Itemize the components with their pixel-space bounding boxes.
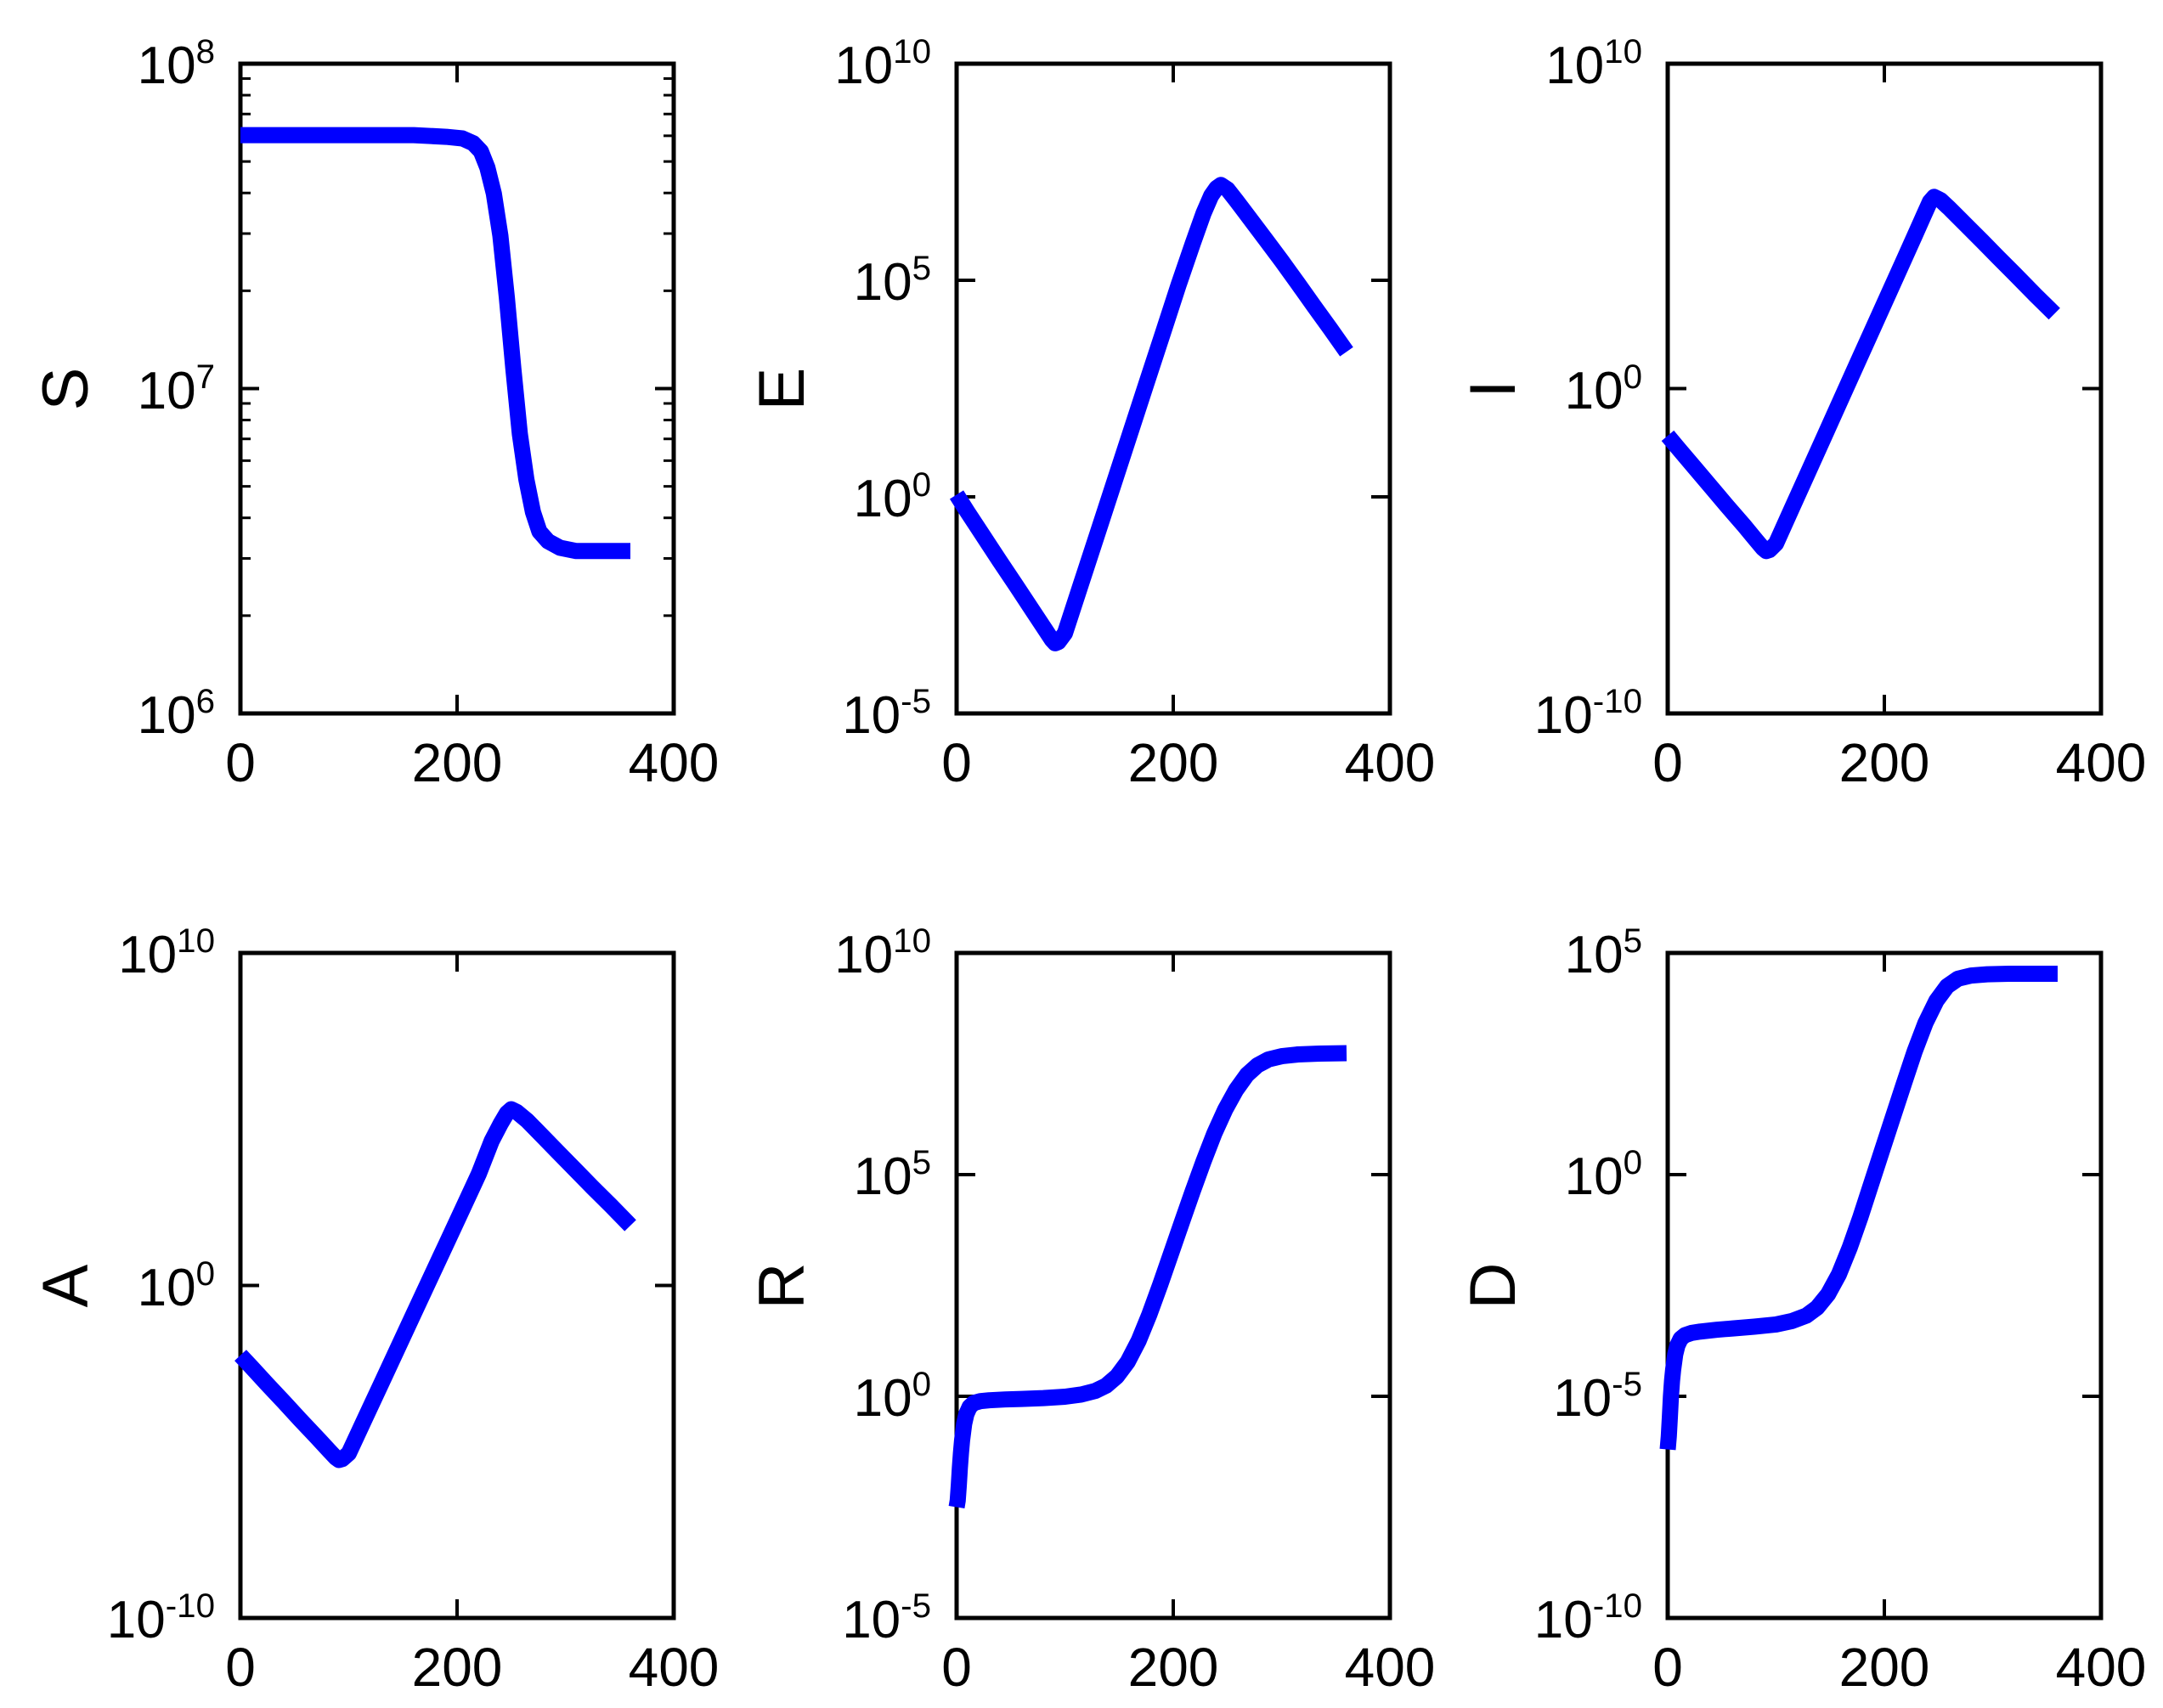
y-tick-label-E: 1010 — [834, 31, 931, 96]
y-tick-label-D: 105 — [1564, 921, 1642, 985]
subplot-S — [238, 61, 676, 716]
axes-box-D — [1665, 950, 2104, 1621]
x-tick-label-A: 200 — [411, 1637, 503, 1698]
y-tick-label-I: 100 — [1564, 357, 1642, 420]
y-tick-label-R: 105 — [853, 1142, 931, 1207]
x-tick-label-E: 400 — [1344, 732, 1436, 793]
y-tick-label-R: 1010 — [834, 921, 931, 985]
x-tick-label-R: 400 — [1344, 1637, 1436, 1698]
curve-S — [240, 127, 630, 560]
y-tick-label-A: 10-10 — [106, 1586, 215, 1650]
axes-box-I — [1665, 61, 2104, 716]
subplot-A — [234, 950, 676, 1621]
x-tick-label-I: 0 — [1652, 732, 1683, 793]
y-tick-label-E: 10-5 — [842, 681, 931, 746]
ylabel-D: D — [1457, 1262, 1529, 1309]
y-tick-label-A: 100 — [137, 1254, 215, 1317]
subplot-I — [1661, 61, 2104, 716]
x-tick-label-D: 200 — [1838, 1637, 1930, 1698]
y-tick-label-D: 100 — [1564, 1142, 1642, 1207]
y-tick-label-S: 108 — [137, 31, 215, 96]
y-tick-label-D: 10-10 — [1533, 1586, 1642, 1650]
y-tick-label-R: 10-5 — [842, 1586, 931, 1650]
curve-R — [948, 1045, 1347, 1509]
curve-D — [1659, 966, 2058, 1451]
x-tick-label-S: 400 — [628, 732, 720, 793]
y-tick-label-D: 10-5 — [1553, 1364, 1642, 1429]
y-tick-label-S: 107 — [137, 357, 215, 420]
ylabel-E: E — [746, 367, 818, 410]
x-tick-label-S: 0 — [225, 732, 256, 793]
x-tick-label-D: 400 — [2055, 1637, 2147, 1698]
y-tick-label-R: 100 — [853, 1364, 931, 1429]
y-tick-label-E: 100 — [853, 465, 931, 529]
y-tick-label-A: 1010 — [118, 921, 215, 985]
axes-box-S — [238, 61, 676, 716]
x-tick-label-S: 200 — [411, 732, 503, 793]
subplot-E — [949, 61, 1392, 716]
x-tick-label-D: 0 — [1652, 1637, 1683, 1698]
subplot-D — [1659, 950, 2104, 1621]
x-tick-label-A: 0 — [225, 1637, 256, 1698]
x-tick-label-R: 0 — [941, 1637, 972, 1698]
ylabel-I: I — [1457, 379, 1529, 398]
x-tick-label-R: 200 — [1127, 1637, 1219, 1698]
curve-I — [1661, 189, 2060, 560]
ylabel-R: R — [746, 1262, 818, 1309]
x-tick-label-I: 200 — [1838, 732, 1930, 793]
axes-box-A — [238, 950, 676, 1621]
ylabel-A: A — [30, 1264, 102, 1307]
x-tick-label-A: 400 — [628, 1637, 720, 1698]
axes-box-E — [954, 61, 1392, 716]
y-tick-label-I: 1010 — [1545, 31, 1642, 96]
x-tick-label-I: 400 — [2055, 732, 2147, 793]
ylabel-S: S — [30, 367, 102, 410]
y-tick-label-E: 105 — [853, 248, 931, 313]
subplot-R — [948, 950, 1392, 1621]
curve-E — [949, 177, 1353, 651]
x-tick-label-E: 0 — [941, 732, 972, 793]
curve-A — [234, 1101, 636, 1468]
y-tick-label-S: 106 — [137, 681, 215, 746]
x-tick-label-E: 200 — [1127, 732, 1219, 793]
y-tick-label-I: 10-10 — [1533, 681, 1642, 746]
